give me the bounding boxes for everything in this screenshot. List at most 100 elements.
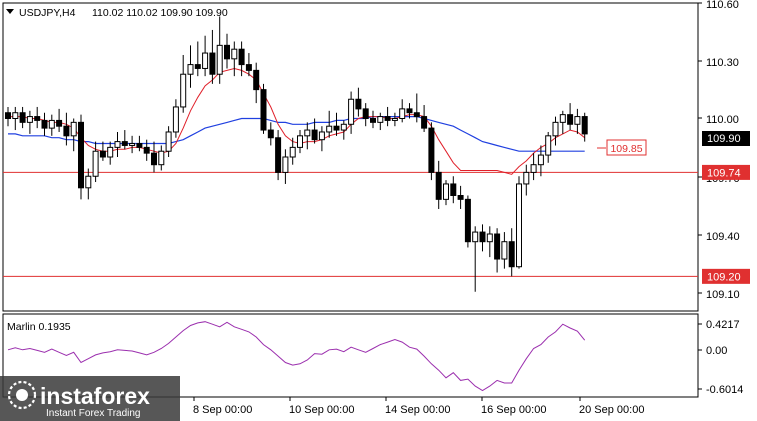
price-pane-frame xyxy=(2,2,699,312)
watermark-tagline: Instant Forex Trading xyxy=(46,408,141,419)
bearish-candle xyxy=(457,195,464,200)
price-axis[interactable]: 110.60 110.30 110.00 109.70 109.40 109.1… xyxy=(698,0,750,301)
bullish-candle xyxy=(304,129,311,137)
bullish-candle xyxy=(443,183,449,200)
time-label: 10 Sep 00:00 xyxy=(289,404,354,416)
price-tick-label: 110.30 xyxy=(706,57,739,69)
chart-menu-triangle-icon[interactable] xyxy=(6,9,14,14)
bearish-candle xyxy=(355,98,362,110)
bearish-candle xyxy=(143,146,150,154)
bullish-candle xyxy=(326,125,333,133)
price-pane[interactable]: USDJPY,H4 110.02 110.02 109.90 109.90 10… xyxy=(2,2,699,312)
price-tick-label: 109.40 xyxy=(706,231,740,243)
symbol-timeframe-label: USDJPY,H4 xyxy=(19,7,76,19)
slow-moving-average-line xyxy=(8,115,585,152)
bullish-candle xyxy=(289,146,296,158)
bullish-candle xyxy=(107,146,114,158)
candlestick-series xyxy=(5,16,588,292)
time-label: 20 Sep 00:00 xyxy=(579,404,644,416)
bearish-candle xyxy=(99,150,106,158)
bullish-candle xyxy=(574,116,581,125)
bullish-candle xyxy=(523,171,530,185)
bearish-candle xyxy=(421,116,428,129)
bullish-candle xyxy=(158,150,165,166)
bullish-candle xyxy=(172,106,179,133)
bullish-candle xyxy=(114,141,121,148)
bearish-candle xyxy=(435,171,442,200)
level-badge-109-20 xyxy=(702,268,750,284)
price-tick-label: 110.60 xyxy=(706,0,739,11)
price-tick-label: 110.00 xyxy=(706,114,739,126)
bullish-candle xyxy=(216,44,223,75)
bearish-candle xyxy=(238,48,245,66)
indicator-axis: 0.4217 0.00 -0.6014 xyxy=(698,319,743,396)
bearish-candle xyxy=(508,241,515,268)
indicator-title: Marlin 0.1935 xyxy=(7,321,71,333)
instaforex-watermark: instaforex Instant Forex Trading xyxy=(0,376,180,421)
bearish-candle xyxy=(34,116,41,121)
ma-price-tag-label: 109.85 xyxy=(610,143,642,155)
bullish-candle xyxy=(297,135,303,148)
indicator-tick-label: -0.6014 xyxy=(706,384,743,396)
bullish-candle xyxy=(486,233,493,243)
bearish-candle xyxy=(581,116,588,135)
bullish-candle xyxy=(537,154,544,166)
bearish-candle xyxy=(267,129,274,139)
bearish-candle xyxy=(479,231,486,243)
bullish-candle xyxy=(391,118,398,121)
time-label: 16 Sep 00:00 xyxy=(481,404,546,416)
bullish-candle xyxy=(231,48,238,60)
current-price-label: 109.90 xyxy=(707,133,741,145)
indicator-tick-label: 0.4217 xyxy=(706,319,740,331)
bearish-candle xyxy=(63,125,70,137)
bearish-candle xyxy=(384,116,391,121)
bearish-candle xyxy=(260,89,267,131)
level-badge-109-74 xyxy=(702,164,750,180)
indicator-tick-label: 0.00 xyxy=(706,345,727,357)
bullish-candle xyxy=(399,108,406,119)
bullish-candle xyxy=(348,98,355,125)
instaforex-logo-icon xyxy=(7,380,37,410)
current-price-badge xyxy=(702,131,750,146)
bearish-candle xyxy=(450,183,457,196)
bearish-candle xyxy=(224,44,230,60)
bullish-candle xyxy=(559,114,566,123)
bearish-candle xyxy=(464,198,471,243)
bearish-candle xyxy=(151,152,157,166)
bearish-candle xyxy=(56,119,63,127)
bearish-candle xyxy=(370,118,376,123)
bearish-candle xyxy=(494,233,501,260)
bearish-candle xyxy=(121,141,128,146)
bearish-candle xyxy=(567,114,574,125)
price-axis-ticks xyxy=(698,2,702,294)
bearish-candle xyxy=(245,64,252,71)
bullish-candle xyxy=(501,241,508,260)
bearish-candle xyxy=(136,143,143,148)
bearish-candle xyxy=(311,129,318,141)
bullish-candle xyxy=(70,121,77,137)
bullish-candle xyxy=(165,131,172,152)
bullish-candle xyxy=(545,135,552,156)
bullish-candle xyxy=(340,123,347,131)
marlin-oscillator-line xyxy=(7,321,586,392)
bullish-candle xyxy=(85,175,92,189)
bullish-candle xyxy=(282,156,289,173)
bullish-candle xyxy=(318,131,325,141)
bullish-candle xyxy=(530,164,537,173)
ohlc-readout: 110.02 110.02 109.90 109.90 xyxy=(92,7,228,19)
indicator-pane-frame xyxy=(2,313,699,398)
time-axis[interactable]: 8 Sep 00:00 10 Sep 00:00 14 Sep 00:00 16… xyxy=(193,397,644,416)
bullish-candle xyxy=(129,143,136,146)
indicator-pane[interactable]: Marlin 0.1935 xyxy=(2,313,699,398)
bullish-candle xyxy=(92,150,99,177)
bullish-candle xyxy=(26,116,33,123)
level-label-109-74: 109.74 xyxy=(707,167,741,179)
bullish-candle xyxy=(187,64,194,75)
bullish-candle xyxy=(516,183,522,268)
bearish-candle xyxy=(19,112,26,123)
bearish-candle xyxy=(78,121,84,189)
bullish-candle xyxy=(12,112,19,119)
bearish-candle xyxy=(362,108,369,119)
